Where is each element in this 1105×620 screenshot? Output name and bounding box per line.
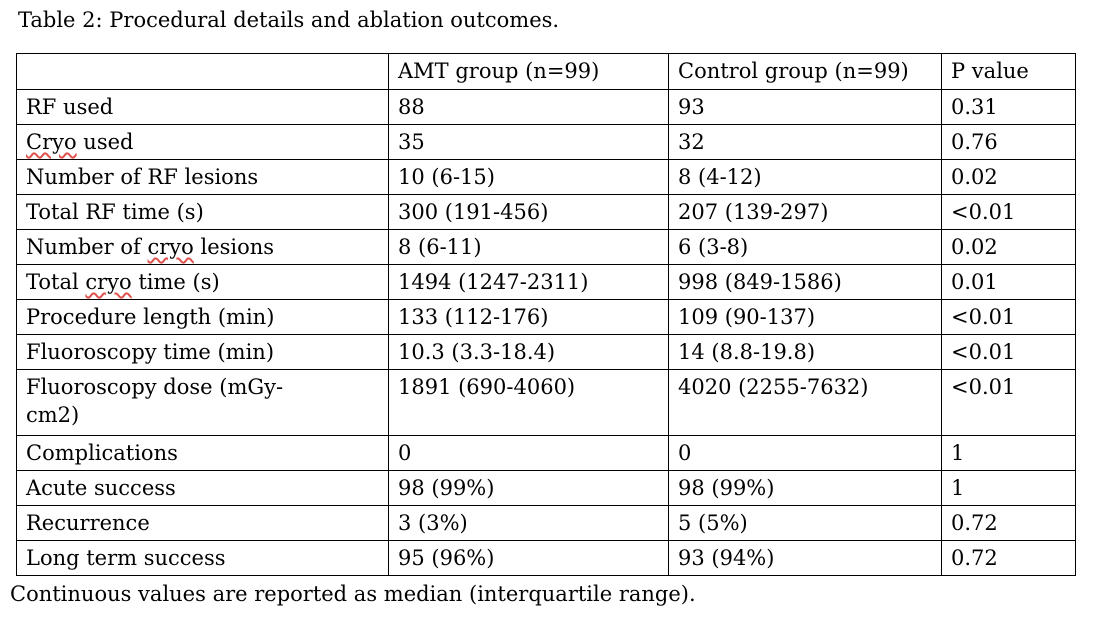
amt-value-cell: 10 (6-15) [388,159,669,195]
row-label-cell: Complications [16,435,389,471]
control-value-cell: 4020 (2255-7632) [668,369,942,436]
table-row: Fluoroscopy dose (mGy-cm2) 1891 (690-4060… [16,369,1076,436]
control-value-cell: 5 (5%) [668,505,942,541]
p-value-cell: 0.76 [941,124,1076,160]
p-value-cell: <0.01 [941,334,1076,370]
amt-value-cell: 1891 (690-4060) [388,369,669,436]
table-row: Procedure length (min) 133 (112-176) 109 (… [16,299,1076,335]
column-header-amt: AMT group (n=99) [388,53,669,90]
row-label: Acute success [26,476,176,500]
row-label-cell: Total RF time (s) [16,194,389,230]
p-value-cell: 0.72 [941,505,1076,541]
row-label: Cryo used [26,130,134,154]
table-row: Fluoroscopy time (min) 10.3 (3.3-18.4) 14 … [16,334,1076,370]
column-header-pvalue: P value [941,53,1076,90]
table-row: Total RF time (s) 300 (191-456) 207 (139-2… [16,194,1076,230]
table-row: Total cryo time (s) 1494 (1247-2311) 998 (… [16,264,1076,300]
row-label: Number of cryo lesions [26,235,275,259]
table-caption: Table 2: Procedural details and ablation… [18,8,560,32]
table-row: RF used 88 93 0.31 [16,89,1076,125]
row-label-cell: Cryo used [16,124,389,160]
control-value-cell: 93 [668,89,942,125]
p-value-cell: 0.01 [941,264,1076,300]
control-value-cell: 207 (139-297) [668,194,942,230]
amt-value-cell: 300 (191-456) [388,194,669,230]
row-label-cell: Acute success [16,470,389,506]
row-label: Recurrence [26,511,150,535]
control-value-cell: 109 (90-137) [668,299,942,335]
row-label-cell: Fluoroscopy time (min) [16,334,389,370]
row-label: Long term success [26,546,226,570]
control-value-cell: 93 (94%) [668,540,942,576]
p-value-cell: 1 [941,470,1076,506]
p-value-cell: 0.31 [941,89,1076,125]
control-value-cell: 98 (99%) [668,470,942,506]
amt-value-cell: 8 (6-11) [388,229,669,265]
spellcheck-underline-word: cryo [147,235,194,259]
amt-value-cell: 10.3 (3.3-18.4) [388,334,669,370]
table-header-row: AMT group (n=99) Control group (n=99) P … [16,53,1076,90]
table-row: Complications 0 0 1 [16,435,1076,471]
control-value-cell: 0 [668,435,942,471]
control-value-cell: 32 [668,124,942,160]
control-value-cell: 14 (8.8-19.8) [668,334,942,370]
amt-value-cell: 88 [388,89,669,125]
row-label: Procedure length (min) [26,305,275,329]
row-label: Number of RF lesions [26,165,259,189]
p-value-cell: 1 [941,435,1076,471]
amt-value-cell: 133 (112-176) [388,299,669,335]
amt-value-cell: 3 (3%) [388,505,669,541]
row-label-cell: Recurrence [16,505,389,541]
table-row: Recurrence 3 (3%) 5 (5%) 0.72 [16,505,1076,541]
row-label-cell: Total cryo time (s) [16,264,389,300]
table-row: Number of RF lesions 10 (6-15) 8 (4-12) 0.0… [16,159,1076,195]
row-label-cell: Fluoroscopy dose (mGy-cm2) [16,369,389,436]
amt-value-cell: 1494 (1247-2311) [388,264,669,300]
column-header-control: Control group (n=99) [668,53,942,90]
p-value-cell: <0.01 [941,369,1076,436]
spellcheck-underline-word: cryo [85,270,132,294]
row-label: Fluoroscopy time (min) [26,340,275,364]
p-value-cell: <0.01 [941,299,1076,335]
row-label-cell: Long term success [16,540,389,576]
amt-value-cell: 0 [388,435,669,471]
row-label-cell: Procedure length (min) [16,299,389,335]
row-label: RF used [26,95,114,119]
p-value-cell: 0.02 [941,229,1076,265]
spellcheck-underline-word: Cryo [26,130,77,154]
row-label: Total RF time (s) [26,200,204,224]
table-row: Number of cryo lesions 8 (6-11) 6 (3-8) 0.0… [16,229,1076,265]
control-value-cell: 998 (849-1586) [668,264,942,300]
p-value-cell: 0.72 [941,540,1076,576]
table-row: Long term success 95 (96%) 93 (94%) 0.72 [16,540,1076,576]
row-label-cell: Number of cryo lesions [16,229,389,265]
control-value-cell: 6 (3-8) [668,229,942,265]
table-footnote: Continuous values are reported as median… [10,582,696,606]
row-label: Total cryo time (s) [26,270,220,294]
row-label: Complications [26,441,178,465]
row-label-cell: Number of RF lesions [16,159,389,195]
control-value-cell: 8 (4-12) [668,159,942,195]
p-value-cell: 0.02 [941,159,1076,195]
p-value-cell: <0.01 [941,194,1076,230]
table-row: Acute success 98 (99%) 98 (99%) 1 [16,470,1076,506]
amt-value-cell: 95 (96%) [388,540,669,576]
row-label: Fluoroscopy dose (mGy-cm2) [26,375,284,427]
column-header-empty [16,53,389,90]
row-label-cell: RF used [16,89,389,125]
table-row: Cryo used 35 32 0.76 [16,124,1076,160]
procedural-outcomes-table: AMT group (n=99) Control group (n=99) P … [16,53,1076,576]
amt-value-cell: 35 [388,124,669,160]
amt-value-cell: 98 (99%) [388,470,669,506]
